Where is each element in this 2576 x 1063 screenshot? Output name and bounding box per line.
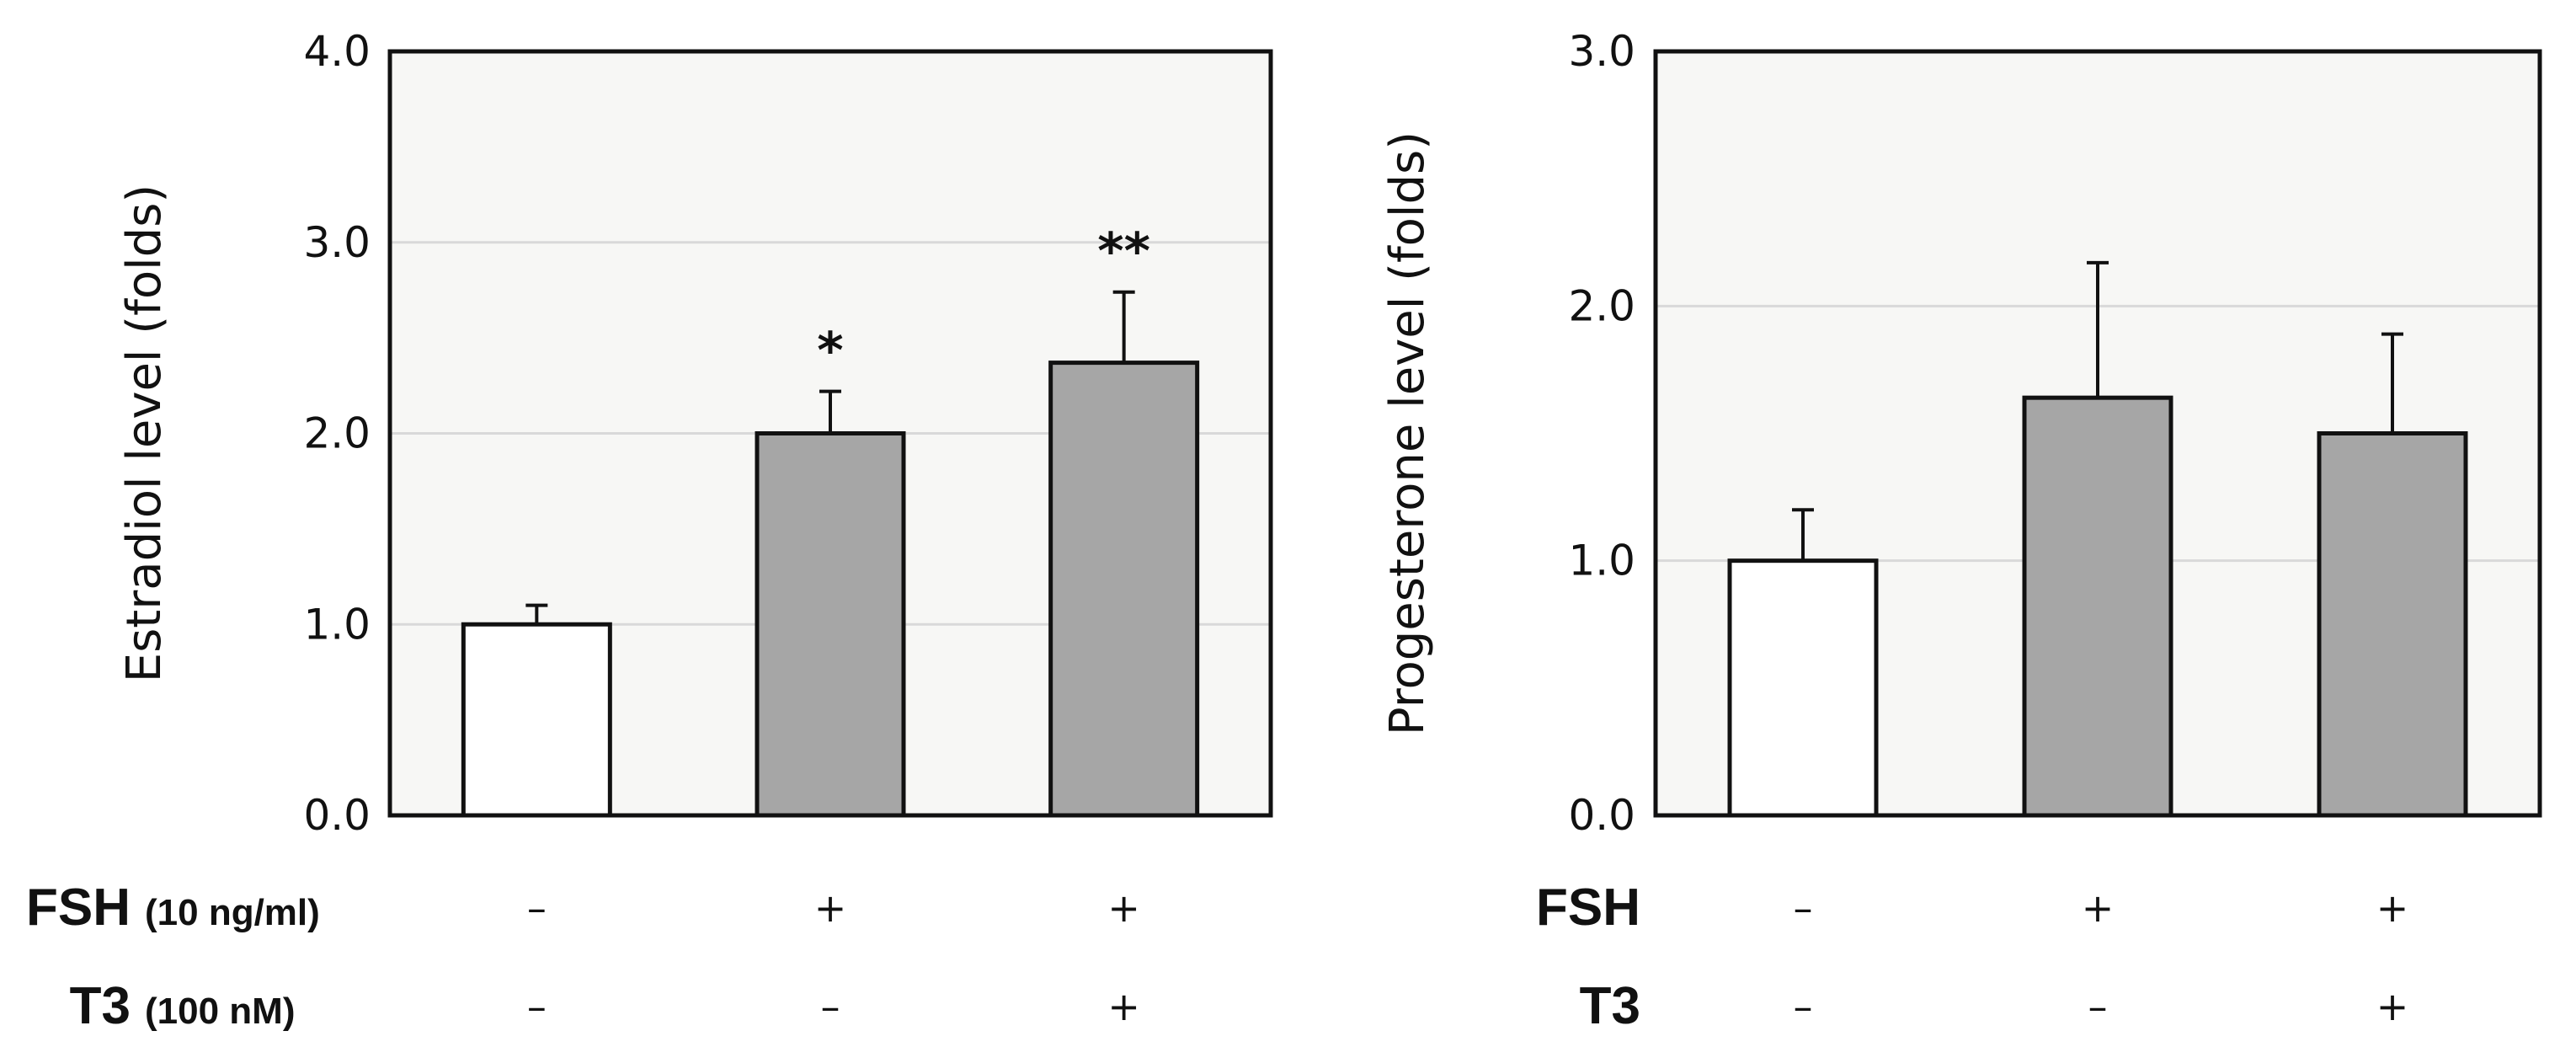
treatment-sign: + [814, 885, 847, 931]
y-tick-label: 1.0 [1568, 537, 1635, 585]
treatment-label: FSH [1536, 879, 1640, 937]
y-tick-label: 4.0 [303, 27, 371, 76]
y-axis-label: Progesterone level (folds) [1380, 131, 1435, 735]
plot-frame [1653, 49, 2542, 818]
treatment-sign: + [2376, 984, 2409, 1029]
y-tick-label: 2.0 [303, 409, 371, 458]
significance-marker: * [817, 322, 843, 381]
bar [2317, 431, 2468, 818]
treatment-label: T3 [1580, 977, 1640, 1035]
y-tick-label: 2.0 [1568, 281, 1635, 330]
treatment-dose: (100 nM) [145, 991, 295, 1032]
y-tick-label: 0.0 [303, 791, 371, 840]
treatment-label: FSH [26, 879, 131, 937]
progesterone-chart: 0.0 1.0 2.0 3.0 Progesterone level (folds) FS… [1380, 27, 2542, 1035]
y-tick-label: 1.0 [303, 600, 371, 649]
treatment-sign: – [1794, 984, 1813, 1029]
significance-marker: ** [1097, 222, 1150, 281]
y-tick-label: 3.0 [303, 218, 371, 267]
treatment-sign: – [1794, 885, 1813, 931]
treatment-sign: – [527, 984, 547, 1029]
y-axis-label: Estradiol level (folds) [117, 184, 172, 683]
y-tick-label: 0.0 [1568, 791, 1635, 840]
estradiol-chart: 0.01.02.03.04.0***Estradiol level (folds… [26, 27, 1273, 1035]
bar [1048, 361, 1200, 818]
treatment-sign: + [1107, 984, 1140, 1029]
treatment-dose: (10 ng/ml) [145, 892, 320, 933]
bar [2022, 395, 2173, 818]
bar [461, 622, 612, 818]
treatment-sign: + [2082, 885, 2115, 931]
plot-frame [387, 49, 1273, 818]
treatment-sign: – [821, 984, 840, 1029]
bar [755, 431, 906, 818]
y-tick-label: 3.0 [1568, 27, 1635, 76]
treatment-label: T3 [70, 977, 131, 1035]
treatment-sign: + [1107, 885, 1140, 931]
treatment-sign: + [2376, 885, 2409, 931]
bar [1727, 558, 1879, 818]
treatment-sign: – [2088, 984, 2108, 1029]
treatment-sign: – [527, 885, 547, 931]
